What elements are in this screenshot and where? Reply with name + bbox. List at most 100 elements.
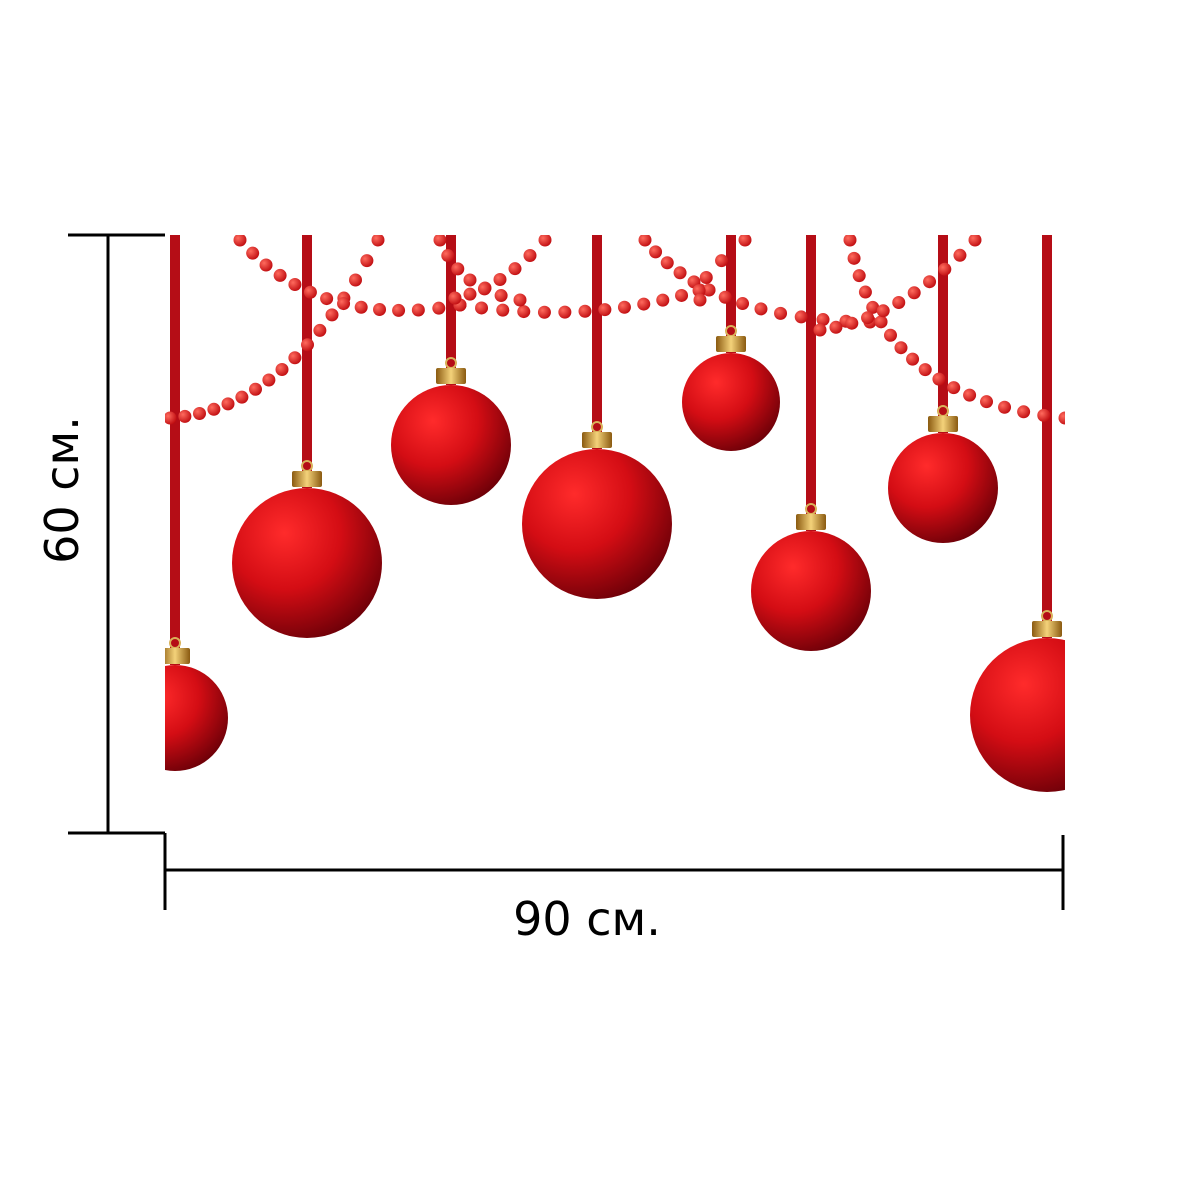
bead [313, 323, 327, 337]
bead [649, 245, 663, 259]
bead [866, 300, 880, 314]
ribbon [170, 235, 180, 665]
cap [928, 416, 958, 432]
cap [796, 514, 826, 530]
bead [858, 285, 872, 299]
bead [794, 310, 808, 324]
ornament-ball [751, 531, 871, 651]
bead [325, 308, 339, 322]
bead [675, 288, 689, 302]
bead [699, 271, 713, 284]
bead [876, 304, 890, 318]
bead [193, 406, 206, 420]
bead [754, 302, 768, 316]
bead [883, 328, 897, 342]
bead [932, 372, 946, 386]
bead [221, 397, 235, 411]
bead [847, 251, 861, 265]
bead [493, 273, 507, 286]
ribbon [446, 235, 456, 385]
ribbon [302, 235, 312, 488]
bead [829, 320, 843, 334]
bead [301, 338, 314, 352]
bead [262, 373, 276, 387]
ornament-ball [682, 353, 780, 451]
cap [436, 368, 466, 384]
bead [246, 246, 260, 260]
bead [906, 352, 920, 366]
bead [1037, 408, 1051, 422]
bead [938, 262, 952, 276]
bead [702, 283, 716, 297]
bead [249, 382, 262, 396]
bead [998, 400, 1012, 414]
ornament-art [165, 235, 1065, 792]
bead [475, 301, 489, 315]
ribbon [726, 235, 736, 353]
bead [303, 285, 317, 299]
bead [617, 300, 631, 314]
bead [165, 411, 177, 425]
bead [558, 305, 572, 319]
bead [354, 300, 368, 314]
bead [907, 286, 921, 300]
bead [371, 235, 385, 247]
bead [411, 303, 425, 317]
bead [494, 289, 508, 303]
bead [968, 235, 982, 247]
bead [874, 315, 888, 329]
bead [349, 273, 362, 287]
bead [852, 269, 866, 283]
bead [953, 248, 967, 262]
bead [523, 249, 537, 262]
bead [235, 390, 249, 404]
bead [963, 388, 977, 402]
bead [432, 301, 446, 315]
width-label: 90 см. [513, 892, 661, 946]
bead [738, 235, 752, 247]
bead [360, 254, 374, 268]
bead [320, 292, 334, 306]
bead [392, 303, 406, 317]
bead [638, 235, 652, 247]
bead [275, 363, 289, 376]
bead [656, 293, 670, 307]
bead [513, 293, 527, 307]
bead [693, 293, 707, 307]
height-label: 60 см. [35, 416, 89, 564]
bead [718, 290, 732, 304]
cap [582, 432, 612, 448]
bead [843, 235, 857, 247]
bead [578, 304, 592, 318]
ribbon [592, 235, 602, 449]
bead [774, 306, 788, 320]
bead [894, 341, 908, 355]
bead [496, 303, 510, 317]
bead [178, 409, 192, 423]
ribbon [1042, 235, 1052, 638]
bead [892, 296, 906, 309]
bead [288, 277, 302, 291]
bead [637, 297, 651, 311]
bead [288, 351, 302, 365]
bead [692, 284, 706, 298]
bead [337, 297, 351, 311]
bead [477, 282, 491, 296]
bead [813, 323, 827, 337]
bead [273, 268, 287, 282]
bead [537, 305, 551, 319]
bead [598, 303, 612, 317]
bead [816, 313, 830, 327]
bead [207, 402, 221, 416]
ornament-ball [522, 449, 672, 599]
bead [463, 273, 477, 287]
cap [165, 648, 190, 664]
cap [1032, 621, 1062, 637]
bead [463, 287, 477, 301]
bead [448, 291, 462, 305]
ribbon [938, 235, 948, 433]
bead [918, 363, 932, 377]
cap [716, 336, 746, 352]
